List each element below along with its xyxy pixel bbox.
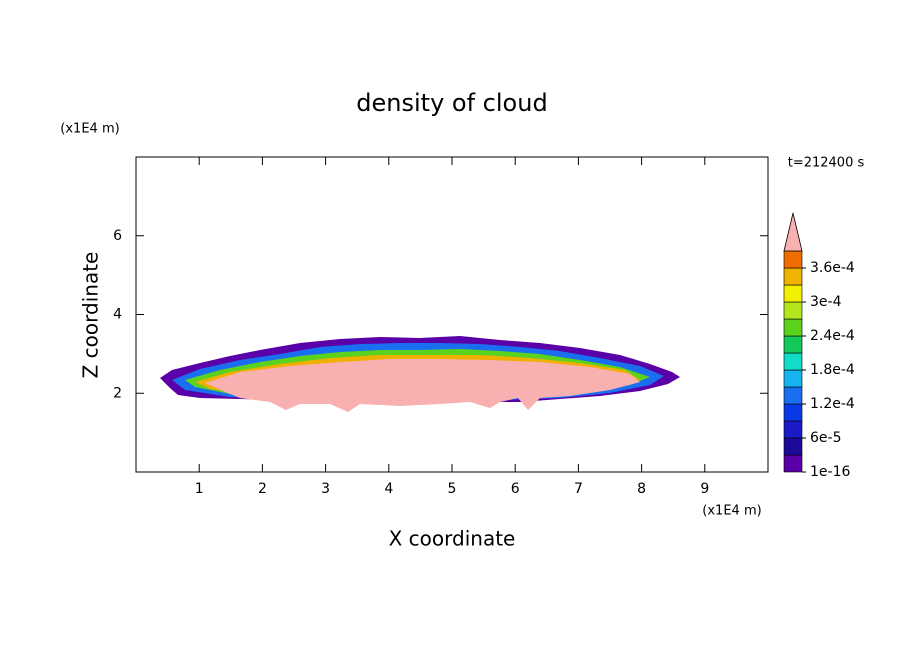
colorbar-label: 1e-16 bbox=[810, 464, 850, 480]
colorbar-box bbox=[783, 318, 803, 337]
chart-title: density of cloud bbox=[356, 89, 547, 117]
x-tick-label: 6 bbox=[511, 481, 520, 497]
colorbar-box bbox=[783, 454, 803, 473]
x-tick-label: 8 bbox=[637, 481, 646, 497]
colorbar-over bbox=[783, 212, 803, 252]
y-unit: (x1E4 m) bbox=[60, 122, 119, 137]
colorbar-label: 1.2e-4 bbox=[810, 396, 855, 412]
plot-frame bbox=[135, 156, 769, 473]
x-axis-label: X coordinate bbox=[389, 527, 516, 551]
colorbar-label: 2.4e-4 bbox=[810, 328, 855, 344]
x-tick-label: 3 bbox=[321, 481, 330, 497]
y-axis-label: Z coordinate bbox=[79, 252, 103, 379]
y-tick-label: 6 bbox=[113, 228, 122, 244]
colorbar-label: 3e-4 bbox=[810, 294, 842, 310]
x-tick-label: 2 bbox=[258, 481, 267, 497]
colorbar-label: 1.8e-4 bbox=[810, 362, 855, 378]
x-tick-label: 4 bbox=[384, 481, 393, 497]
colorbar-box bbox=[783, 301, 803, 320]
colorbar-box bbox=[783, 284, 803, 303]
colorbar-label: 6e-5 bbox=[810, 430, 841, 446]
colorbar-box bbox=[783, 335, 803, 354]
colorbar-box bbox=[783, 420, 803, 439]
x-tick-label: 1 bbox=[195, 481, 204, 497]
y-tick-label: 4 bbox=[113, 307, 122, 323]
y-tick-label: 2 bbox=[113, 385, 122, 401]
colorbar-box bbox=[783, 267, 803, 286]
colorbar-box bbox=[783, 352, 803, 371]
x-tick-label: 5 bbox=[448, 481, 457, 497]
cloud-core bbox=[205, 359, 640, 412]
x-unit: (x1E4 m) bbox=[702, 504, 761, 519]
x-tick-label: 7 bbox=[574, 481, 583, 497]
time-label: t=212400 s bbox=[788, 156, 865, 171]
colorbar-box bbox=[783, 403, 803, 422]
cloud-field bbox=[160, 336, 680, 412]
colorbar-label: 3.6e-4 bbox=[810, 260, 855, 276]
colorbar-box bbox=[783, 437, 803, 456]
colorbar-box bbox=[783, 250, 803, 269]
colorbar-box bbox=[783, 386, 803, 405]
x-tick-label: 9 bbox=[700, 481, 709, 497]
colorbar-box bbox=[783, 369, 803, 388]
